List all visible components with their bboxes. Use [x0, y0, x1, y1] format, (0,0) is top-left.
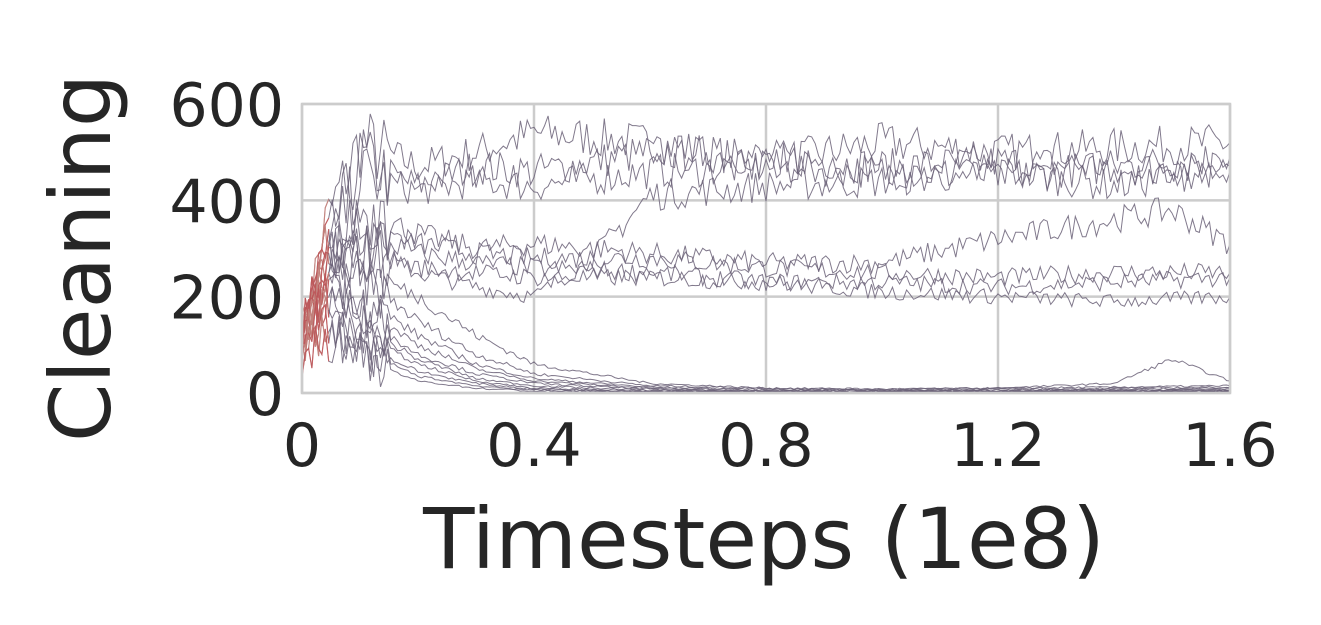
x-tick-label: 1.6 — [1182, 411, 1277, 481]
x-tick-label: 1.2 — [950, 411, 1045, 481]
y-tick-label: 0 — [246, 360, 284, 430]
series-early-segment — [301, 325, 330, 378]
y-axis-label: Cleaning — [32, 74, 130, 442]
x-tick-label: 0.4 — [486, 411, 581, 481]
x-axis-label: Timesteps (1e8) — [422, 490, 1105, 588]
y-tick-label: 200 — [169, 264, 284, 334]
x-tick-label: 0 — [283, 411, 321, 481]
series-early-segment — [301, 303, 330, 357]
series-line — [301, 148, 1231, 341]
series-line — [301, 229, 1231, 391]
plot-frame — [300, 102, 1232, 395]
y-tick-labels: 0 200 400 600 — [169, 71, 284, 430]
series-line — [301, 197, 1231, 334]
y-tick-label: 600 — [169, 71, 284, 141]
series-early-segment — [301, 289, 330, 351]
series-early-segment — [301, 294, 329, 361]
series-line — [301, 200, 1231, 339]
series-line — [301, 221, 1231, 336]
series-early-segment — [301, 273, 330, 344]
series-line — [301, 152, 1231, 373]
series-line — [301, 225, 1231, 345]
series-line — [301, 113, 1231, 360]
series-line — [301, 285, 1231, 393]
x-tick-labels: 0 0.4 0.8 1.2 1.6 — [283, 411, 1278, 481]
y-tick-label: 400 — [169, 167, 284, 237]
x-tick-label: 0.8 — [718, 411, 813, 481]
